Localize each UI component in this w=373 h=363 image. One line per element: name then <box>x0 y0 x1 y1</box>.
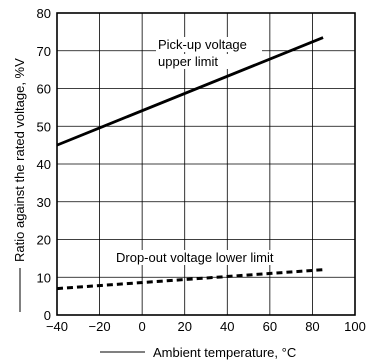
annotation-background <box>156 37 262 52</box>
y-axis-title: Ratio against the rated voltage, %V <box>12 58 27 262</box>
series-annotation: Pick-up voltage <box>158 37 247 52</box>
series-annotation: upper limit <box>158 54 218 69</box>
x-tick-label: 100 <box>344 319 366 334</box>
x-tick-label: 20 <box>177 319 191 334</box>
series-annotations: Pick-up voltage upper limit Drop-out volta… <box>114 37 309 265</box>
x-tick-label: 80 <box>305 319 319 334</box>
y-tick-label: 50 <box>37 119 51 134</box>
annotation-background <box>156 54 235 69</box>
tick-labels: −40 −20 0 20 40 60 80 100 0 10 20 30 40 50 60 70 80 <box>37 6 366 334</box>
x-tick-label: 60 <box>263 319 277 334</box>
x-tick-label: 0 <box>139 319 146 334</box>
dropout-voltage-line <box>56 268 324 291</box>
annotation-background <box>114 250 309 265</box>
y-tick-label: 20 <box>37 233 51 248</box>
y-tick-label: 30 <box>37 195 51 210</box>
y-tick-label: 40 <box>37 157 51 172</box>
series-lines <box>56 36 324 291</box>
y-tick-label: 70 <box>37 44 51 59</box>
x-tick-label: 40 <box>220 319 234 334</box>
pickup-voltage-line <box>56 36 324 147</box>
y-tick-label: 10 <box>37 270 51 285</box>
x-tick-label: −20 <box>89 319 111 334</box>
y-tick-label: 0 <box>44 308 51 323</box>
plot-frame <box>56 12 356 316</box>
x-tick-label: −40 <box>46 319 68 334</box>
x-axis-title: Ambient temperature, °C <box>153 345 296 360</box>
series-annotation: Drop-out voltage lower limit <box>116 250 274 265</box>
y-tick-label: 60 <box>37 82 51 97</box>
y-tick-label: 80 <box>37 6 51 21</box>
